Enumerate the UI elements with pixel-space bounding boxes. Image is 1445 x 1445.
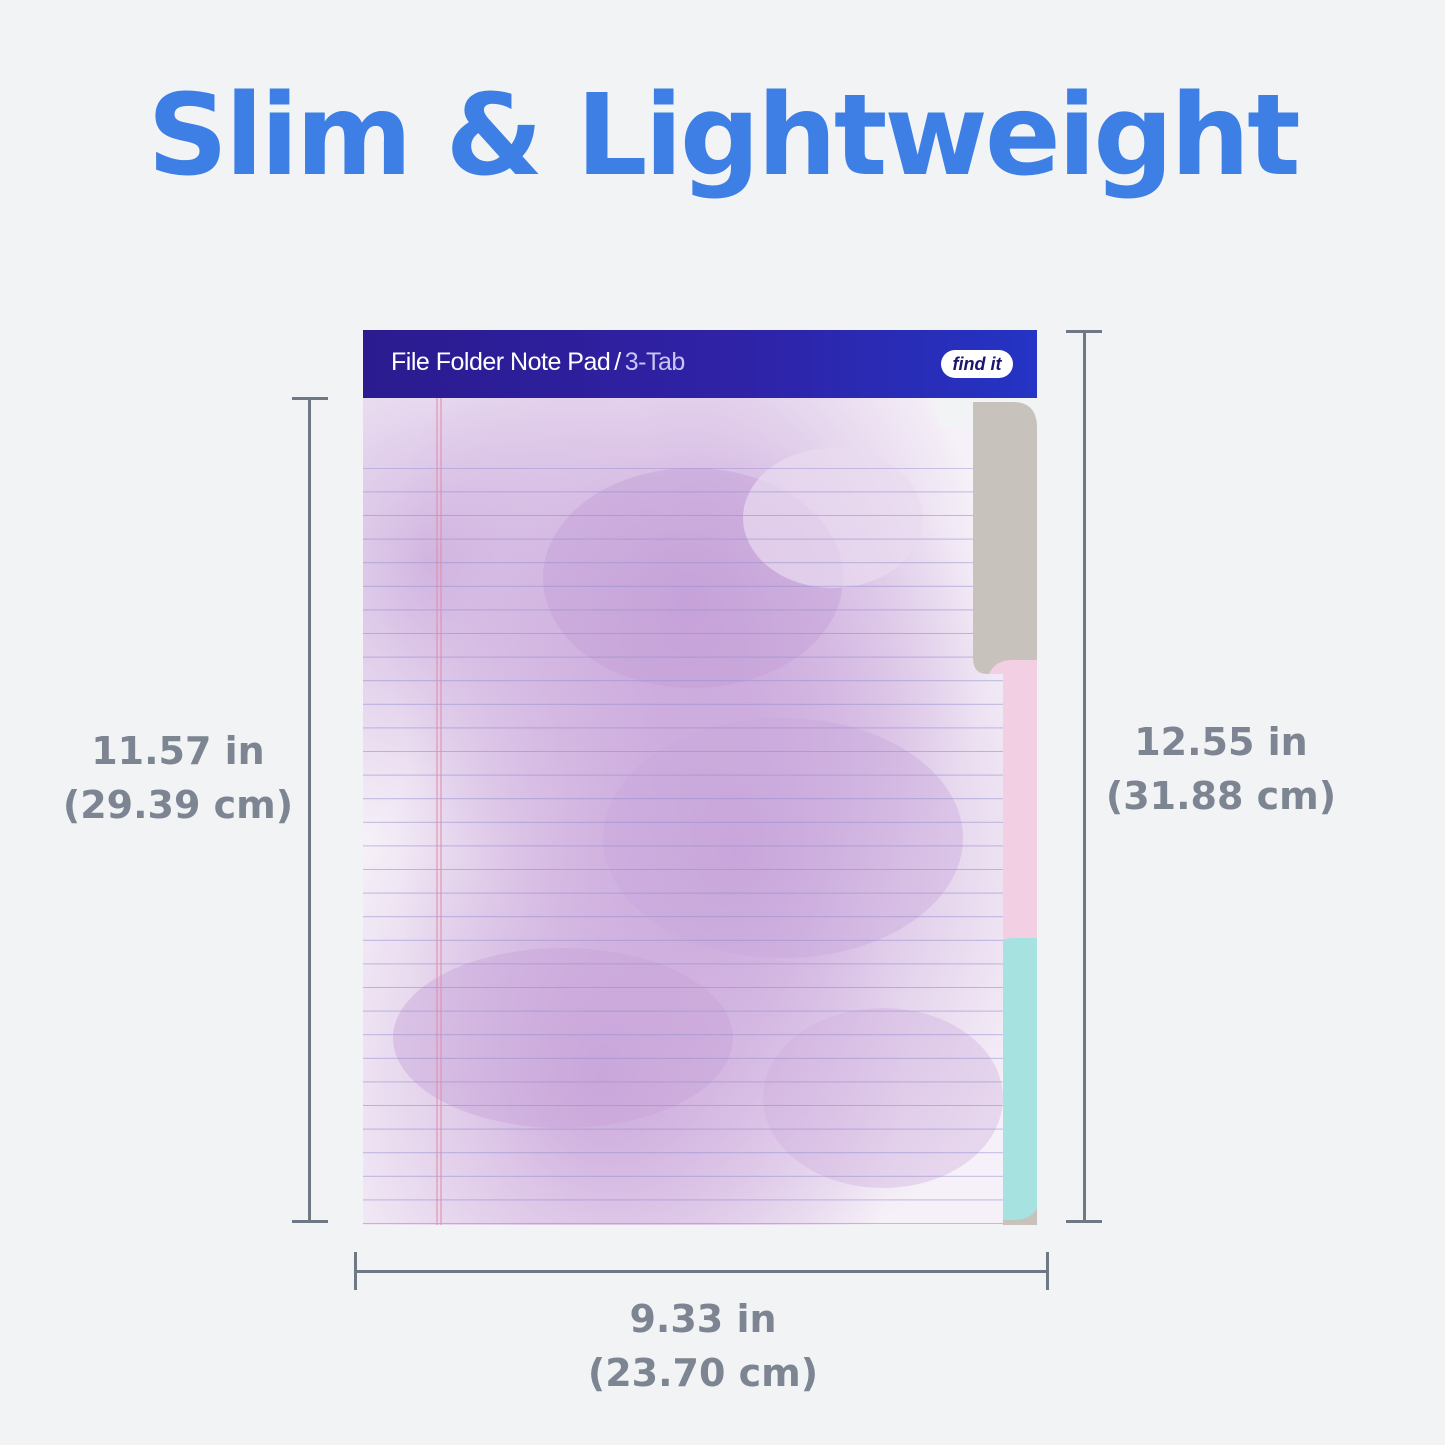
right-dimension-line bbox=[1083, 330, 1086, 1223]
note-pad: File Folder Note Pad/3-Tab find it bbox=[363, 330, 1039, 1225]
headline: Slim & Lightweight bbox=[147, 71, 1300, 201]
bottom-dimension-cap-right bbox=[1046, 1252, 1049, 1290]
note-pad-header: File Folder Note Pad/3-Tab find it bbox=[363, 330, 1037, 398]
right-dimension-metric: (31.88 cm) bbox=[1105, 774, 1337, 818]
bottom-dimension-label: 9.33 in (23.70 cm) bbox=[560, 1292, 846, 1400]
bottom-dimension-metric: (23.70 cm) bbox=[587, 1351, 819, 1395]
note-pad-title-sub: 3-Tab bbox=[624, 348, 686, 376]
left-dimension-cap-top bbox=[292, 397, 328, 400]
left-dimension-line bbox=[308, 397, 311, 1223]
note-pad-title-separator: / bbox=[614, 348, 621, 376]
bottom-dimension-line bbox=[355, 1270, 1049, 1273]
bottom-dimension-cap-left bbox=[354, 1252, 357, 1290]
right-dimension-label: 12.55 in (31.88 cm) bbox=[1088, 715, 1354, 823]
note-pad-title-main: File Folder Note Pad bbox=[391, 348, 611, 376]
bottom-dimension-imperial: 9.33 in bbox=[629, 1297, 777, 1341]
left-dimension-label: 11.57 in (29.39 cm) bbox=[40, 724, 316, 832]
brand-logo: find it bbox=[941, 350, 1013, 378]
note-pad-title: File Folder Note Pad/3-Tab bbox=[391, 348, 685, 377]
left-dimension-imperial: 11.57 in bbox=[91, 729, 265, 773]
right-dimension-cap-top bbox=[1066, 330, 1102, 333]
right-dimension-imperial: 12.55 in bbox=[1134, 720, 1308, 764]
left-dimension-cap-bottom bbox=[292, 1220, 328, 1223]
note-pad-sheet bbox=[363, 398, 1037, 1225]
left-dimension-metric: (29.39 cm) bbox=[62, 783, 294, 827]
right-dimension-cap-bottom bbox=[1066, 1220, 1102, 1223]
